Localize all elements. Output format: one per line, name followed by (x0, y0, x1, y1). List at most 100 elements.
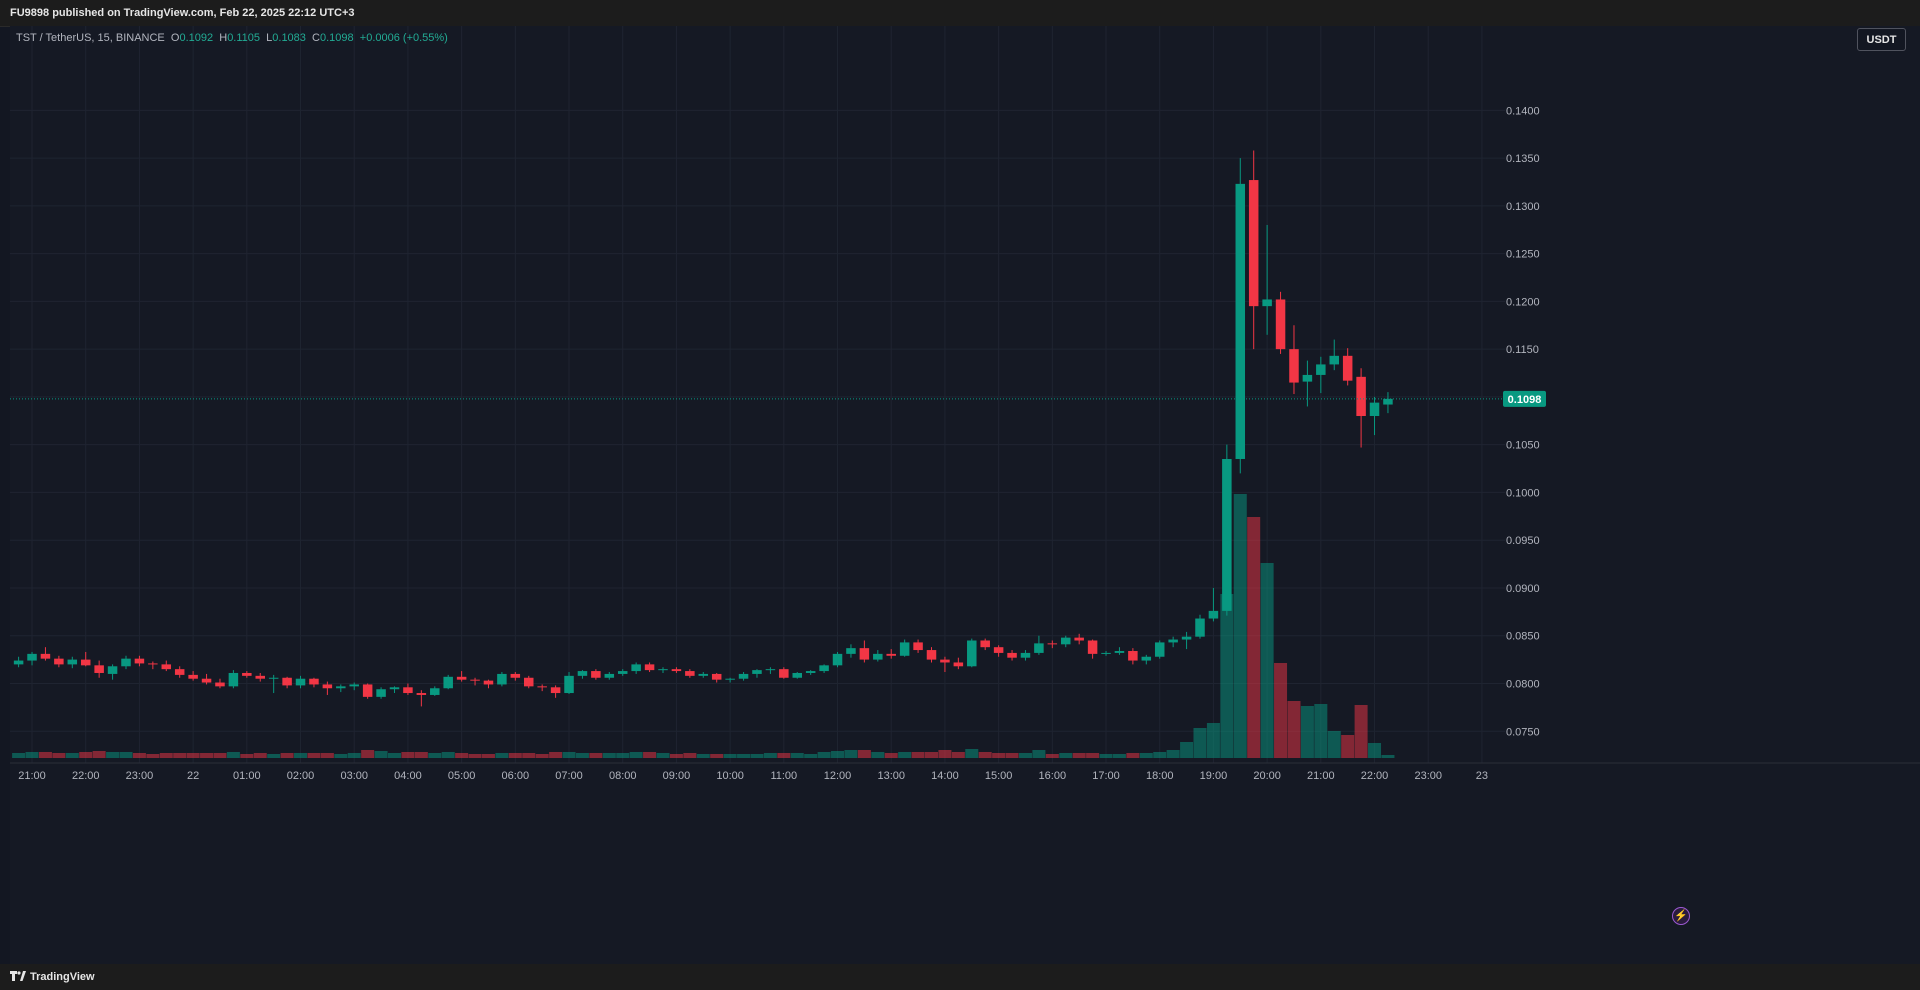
x-tick-label: 08:00 (609, 770, 637, 782)
candle-body (524, 677, 534, 687)
candle-body (121, 658, 131, 667)
close-label: C (312, 32, 320, 44)
candle-body (550, 687, 561, 694)
candle-body (913, 642, 923, 651)
candle-body (1369, 402, 1380, 417)
volume-bar (549, 752, 563, 758)
candle-body (389, 687, 400, 690)
volume-bar (1260, 563, 1274, 758)
candle-body (67, 659, 78, 665)
candle-body (779, 669, 789, 678)
volume-bar (106, 752, 120, 758)
volume-bar (562, 752, 576, 758)
x-tick-label: 01:00 (233, 770, 261, 782)
candle-body (188, 674, 198, 679)
volume-bar (1166, 750, 1180, 758)
candle-body (617, 671, 628, 674)
x-tick-label: 03:00 (340, 770, 368, 782)
volume-bar (428, 753, 442, 758)
candle-body (40, 653, 51, 659)
candle-body (242, 672, 252, 676)
lightning-icon[interactable]: ⚡ (1672, 907, 1690, 925)
volume-bar (777, 753, 791, 758)
volume-bar (1206, 723, 1220, 758)
x-tick-label: 16:00 (1039, 770, 1067, 782)
volume-bar (1381, 755, 1395, 758)
volume-bar (898, 752, 912, 758)
candle-body (443, 676, 453, 689)
close-value: 0.1098 (320, 32, 354, 44)
volume-bar (992, 753, 1006, 758)
volume-bar (253, 753, 267, 758)
tradingview-brand[interactable]: TradingView (30, 971, 95, 983)
volume-bar (455, 753, 469, 758)
volume-bar (1099, 754, 1113, 758)
volume-bar (481, 754, 495, 758)
candle-body (1087, 640, 1098, 654)
candle-body (1181, 636, 1192, 640)
volume-bar (857, 750, 871, 758)
candle-body (1289, 349, 1299, 383)
volume-bar (1300, 706, 1314, 758)
candle-body (537, 686, 547, 688)
chart-area[interactable]: 0.0750 0.0800 0.0850 0.0900 0.0950 0.1000 0.10… (10, 26, 1920, 964)
low-value: 0.1083 (272, 32, 306, 44)
candle-body (1383, 398, 1393, 405)
volume-bar (468, 754, 482, 758)
volume-bar (1274, 663, 1288, 758)
candle-body (1356, 376, 1366, 417)
candle-body (54, 658, 64, 665)
y-tick-label: 0.0900 (1506, 583, 1540, 595)
x-tick-label: 23:00 (1414, 770, 1442, 782)
candle-body (886, 653, 896, 656)
volume-bar (146, 754, 160, 758)
currency-unit-button[interactable]: USDT (1857, 28, 1906, 51)
y-tick-label: 0.1350 (1506, 153, 1540, 165)
candle-body (255, 675, 265, 679)
x-tick-label: 22:00 (72, 770, 100, 782)
x-tick-label: 20:00 (1253, 770, 1281, 782)
y-tick-label: 0.0750 (1506, 726, 1540, 738)
candles (13, 150, 1393, 707)
candle-body (899, 642, 910, 656)
last-price-label: 0.1098 (1508, 394, 1542, 406)
price-chart[interactable]: 0.0750 0.0800 0.0850 0.0900 0.0950 0.1000 0.10… (10, 26, 1920, 964)
x-tick-label: 18:00 (1146, 770, 1174, 782)
volume-bar (656, 753, 670, 758)
volume-bar (132, 753, 146, 758)
volume-bar (65, 753, 79, 758)
volume-bar (911, 752, 925, 758)
x-tick-label: 22:00 (1361, 770, 1389, 782)
candle-body (1316, 364, 1326, 375)
candle-body (134, 658, 145, 664)
tradingview-logo-icon[interactable] (10, 971, 26, 983)
x-tick-label: 02:00 (287, 770, 315, 782)
candle-body (456, 676, 467, 680)
volume-bar (589, 753, 603, 758)
y-tick-label: 0.0950 (1506, 535, 1540, 547)
volume-bar (790, 753, 804, 758)
volume-bar (213, 753, 227, 758)
candle-body (631, 664, 641, 672)
candle-body (201, 678, 212, 683)
volume-bar (643, 752, 657, 758)
volume-bar (240, 754, 254, 758)
x-tick-label: 15:00 (985, 770, 1013, 782)
candle-body (362, 684, 373, 697)
candle-body (1007, 652, 1017, 658)
candle-body (1195, 618, 1205, 637)
candle-body (215, 682, 225, 687)
volume-bar (79, 752, 93, 758)
x-tick-label: 12:00 (824, 770, 852, 782)
symbol-title[interactable]: TST / TetherUS, 15, BINANCE (16, 32, 165, 44)
candle-body (980, 640, 990, 648)
candle-body (403, 687, 413, 694)
volume-bar (280, 753, 294, 758)
candle-body (604, 673, 615, 678)
candle-body (1020, 652, 1031, 658)
candle-body (483, 680, 494, 685)
volume-bar (1287, 701, 1301, 758)
volume-bar (683, 753, 697, 758)
candle-body (1128, 651, 1138, 661)
volume-bar (441, 752, 455, 758)
